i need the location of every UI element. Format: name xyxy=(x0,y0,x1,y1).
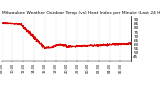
Text: Milwaukee Weather Outdoor Temp (vs) Heat Index per Minute (Last 24 Hours): Milwaukee Weather Outdoor Temp (vs) Heat… xyxy=(2,11,160,15)
